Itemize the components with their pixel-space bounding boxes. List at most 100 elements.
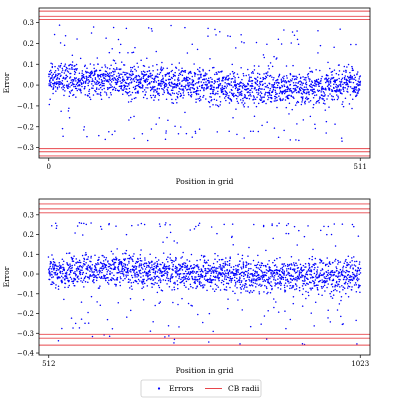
error-point (314, 94, 316, 97)
error-point (244, 273, 247, 276)
error-point (75, 80, 77, 82)
error-point (162, 279, 165, 281)
error-point (328, 77, 330, 80)
error-point (49, 69, 52, 72)
error-point (339, 271, 341, 274)
error-point (235, 98, 238, 100)
error-point (303, 86, 306, 88)
error-point (270, 97, 273, 100)
error-point (257, 130, 260, 133)
error-point (243, 137, 245, 139)
error-point (339, 80, 341, 83)
error-point (250, 95, 252, 97)
error-point (253, 65, 256, 67)
error-point (212, 272, 215, 274)
error-point (314, 266, 316, 269)
error-point (221, 269, 223, 272)
error-point (202, 68, 204, 71)
error-point (197, 275, 200, 278)
error-point (308, 91, 310, 93)
error-point (116, 68, 118, 70)
error-point (225, 99, 227, 102)
error-point (98, 88, 100, 90)
error-point (322, 102, 325, 104)
error-point (78, 78, 80, 80)
error-point (169, 93, 171, 95)
error-point (81, 281, 84, 283)
error-point (107, 74, 110, 76)
error-point (348, 270, 351, 273)
error-point (122, 265, 125, 267)
error-point (103, 80, 106, 82)
error-point (240, 66, 242, 69)
error-point (273, 100, 276, 102)
error-point (61, 270, 64, 273)
error-point (182, 263, 185, 265)
error-point (270, 94, 273, 97)
error-point (231, 279, 233, 281)
error-point (165, 272, 167, 274)
error-point (288, 263, 291, 266)
error-point (168, 286, 171, 288)
error-point (133, 78, 135, 80)
error-point (301, 82, 303, 84)
error-point (175, 98, 177, 101)
error-point (54, 271, 57, 274)
error-point (49, 274, 51, 277)
error-point (67, 71, 70, 73)
error-point (135, 265, 138, 268)
error-point (74, 278, 77, 281)
error-point (102, 260, 105, 262)
error-point (61, 327, 63, 330)
error-point (260, 323, 262, 325)
error-point (267, 310, 269, 312)
error-point (277, 76, 280, 78)
error-point (131, 288, 133, 290)
error-point (237, 265, 239, 268)
error-point (323, 284, 326, 287)
error-point (154, 262, 156, 264)
error-point (79, 88, 82, 91)
error-point (154, 85, 156, 88)
error-point (227, 274, 230, 276)
error-point (212, 270, 215, 273)
error-point (292, 302, 295, 305)
error-point (154, 270, 157, 273)
error-point (293, 225, 296, 228)
error-point (295, 84, 298, 87)
error-point (301, 274, 303, 276)
error-point (335, 280, 338, 283)
error-point (260, 81, 262, 83)
error-point (331, 286, 334, 288)
error-point (314, 301, 317, 303)
error-point (182, 97, 184, 99)
error-point (350, 81, 352, 83)
error-point (206, 73, 208, 75)
error-point (190, 91, 192, 94)
error-point (246, 87, 249, 90)
error-point (312, 276, 315, 279)
error-point (158, 73, 161, 75)
error-point (136, 75, 138, 77)
error-point (358, 78, 360, 80)
x-tick-label: 511 (354, 163, 367, 171)
error-point (126, 316, 128, 318)
error-point (290, 281, 292, 284)
error-point (342, 288, 344, 291)
error-point (186, 277, 188, 280)
error-point (76, 38, 78, 40)
error-point (289, 73, 292, 76)
error-point (129, 279, 131, 281)
error-point (353, 90, 356, 92)
error-point (104, 274, 106, 277)
error-point (295, 75, 297, 78)
error-point (257, 72, 259, 75)
error-point (304, 102, 306, 105)
error-point (251, 87, 253, 90)
error-point (301, 285, 304, 287)
error-point (279, 86, 282, 89)
error-point (174, 71, 176, 74)
error-point (171, 92, 174, 94)
error-point (264, 271, 266, 273)
error-point (309, 99, 312, 102)
